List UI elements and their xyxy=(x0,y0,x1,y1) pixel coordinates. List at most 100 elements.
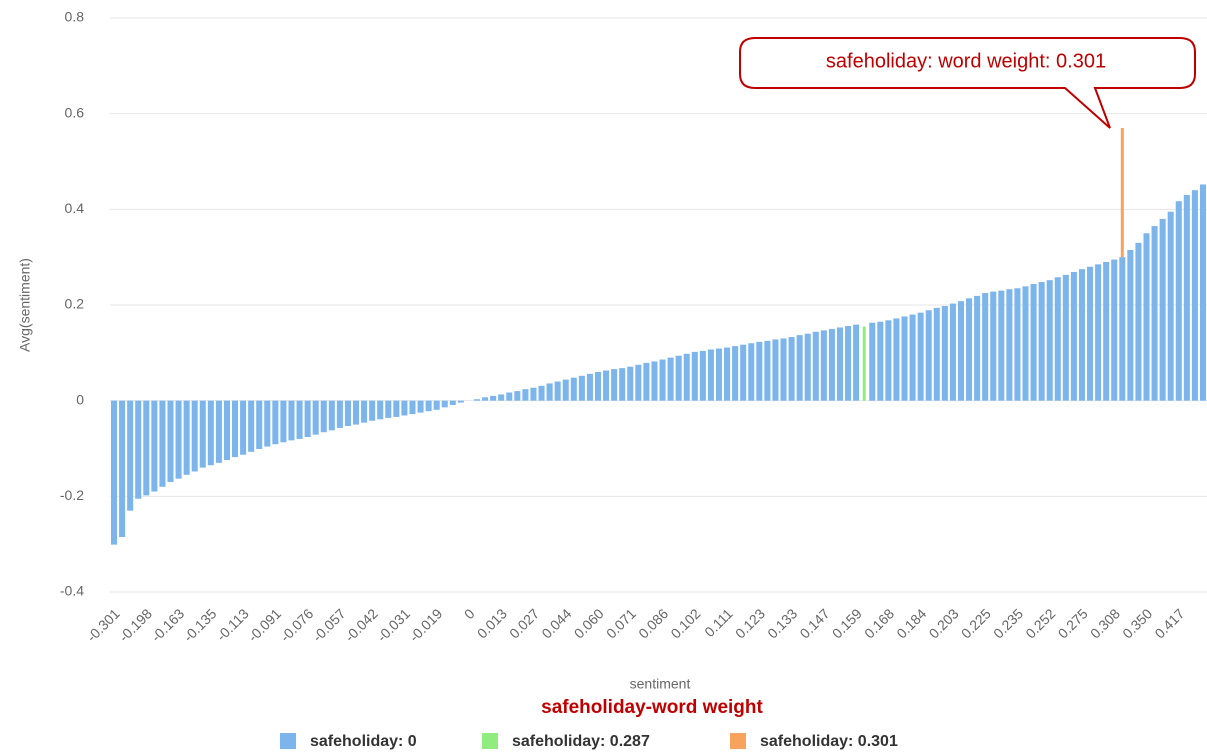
x-tick-label: -0.163 xyxy=(148,605,188,645)
legend-label[interactable]: safeholiday: 0.287 xyxy=(512,733,650,750)
bar xyxy=(272,400,279,445)
bar xyxy=(352,400,360,425)
bar xyxy=(191,400,198,472)
bar xyxy=(820,330,827,401)
bar xyxy=(256,400,263,449)
x-tick-label: -0.019 xyxy=(406,605,446,645)
bar xyxy=(1183,194,1190,401)
bar xyxy=(151,400,158,492)
bar xyxy=(1119,257,1126,401)
bar xyxy=(167,400,174,482)
x-tick-label: -0.091 xyxy=(245,605,285,645)
bar xyxy=(885,320,892,401)
bar xyxy=(417,400,424,413)
bar xyxy=(344,400,351,427)
y-tick-label: -0.2 xyxy=(60,487,84,503)
x-tick-label: 0.133 xyxy=(764,605,800,641)
bar xyxy=(675,355,682,401)
bar xyxy=(966,298,973,401)
y-tick-label: -0.4 xyxy=(60,583,84,599)
x-tick-label: 0.060 xyxy=(571,605,607,641)
bar xyxy=(869,322,876,401)
bar xyxy=(1038,282,1045,401)
bar xyxy=(667,357,674,401)
bar xyxy=(659,359,666,401)
bar xyxy=(482,397,489,401)
bar xyxy=(425,400,432,412)
bar xyxy=(917,312,924,401)
bar xyxy=(1070,271,1077,401)
bar xyxy=(304,400,311,438)
bar xyxy=(498,394,505,401)
x-tick-label: 0.203 xyxy=(926,605,962,641)
bar xyxy=(143,400,150,496)
bar xyxy=(732,346,739,401)
legend-label[interactable]: safeholiday: 0.301 xyxy=(760,733,898,750)
bar xyxy=(328,400,335,431)
bar xyxy=(207,400,214,466)
legend-swatch xyxy=(482,733,498,749)
legend-swatch xyxy=(280,733,296,749)
bar xyxy=(546,383,553,401)
bar xyxy=(433,400,440,410)
bar xyxy=(473,399,481,401)
bar xyxy=(683,353,690,401)
x-tick-label: 0.044 xyxy=(538,605,574,641)
bar xyxy=(385,400,392,418)
bar xyxy=(764,340,771,401)
bar xyxy=(724,347,731,401)
x-axis-title: sentiment xyxy=(630,676,691,692)
bar xyxy=(796,335,803,401)
x-tick-label: 0.417 xyxy=(1151,605,1187,641)
x-tick-label: -0.076 xyxy=(277,605,317,645)
x-tick-label: 0.013 xyxy=(474,605,510,641)
x-tick-label: 0.111 xyxy=(701,605,736,640)
legend-label[interactable]: safeholiday: 0 xyxy=(310,733,417,750)
bar xyxy=(1135,242,1142,401)
tooltip: safeholiday: word weight: 0.301 xyxy=(739,37,1196,129)
bar xyxy=(772,339,779,401)
x-tick-label: 0.123 xyxy=(732,605,768,641)
y-axis-title: Avg(sentiment) xyxy=(17,258,33,352)
bar xyxy=(699,350,706,401)
bar xyxy=(570,377,577,401)
bar xyxy=(111,400,118,545)
bar xyxy=(312,400,319,435)
bar xyxy=(159,400,166,487)
bar xyxy=(288,400,295,441)
bar xyxy=(845,326,852,401)
bar xyxy=(812,331,819,401)
bar xyxy=(280,400,287,443)
bar xyxy=(135,400,142,499)
bar xyxy=(199,400,206,468)
bar xyxy=(804,333,811,401)
bar xyxy=(635,364,642,401)
bar xyxy=(1159,218,1166,401)
x-tick-label: 0.252 xyxy=(1022,605,1058,641)
bar xyxy=(1095,264,1102,401)
bar xyxy=(1127,249,1134,401)
bar xyxy=(853,324,860,401)
x-tick-label: -0.113 xyxy=(213,605,252,644)
bar xyxy=(780,338,787,401)
bar xyxy=(449,400,456,405)
bar xyxy=(1054,277,1061,401)
bar xyxy=(506,392,513,401)
y-tick-label: 0.8 xyxy=(65,9,85,25)
bar xyxy=(691,351,698,401)
bar xyxy=(756,341,763,401)
bar xyxy=(248,400,255,452)
bar xyxy=(715,348,723,401)
bar xyxy=(611,369,618,401)
y-tick-label: 0 xyxy=(76,391,84,407)
legend-swatch xyxy=(730,733,746,749)
bar xyxy=(119,400,126,537)
bar xyxy=(998,290,1005,401)
x-tick-label: 0.071 xyxy=(603,605,639,641)
bar xyxy=(320,400,327,433)
y-tick-label: 0.2 xyxy=(65,296,85,312)
bar xyxy=(603,370,610,401)
bar xyxy=(1175,201,1182,401)
bar xyxy=(562,379,569,401)
